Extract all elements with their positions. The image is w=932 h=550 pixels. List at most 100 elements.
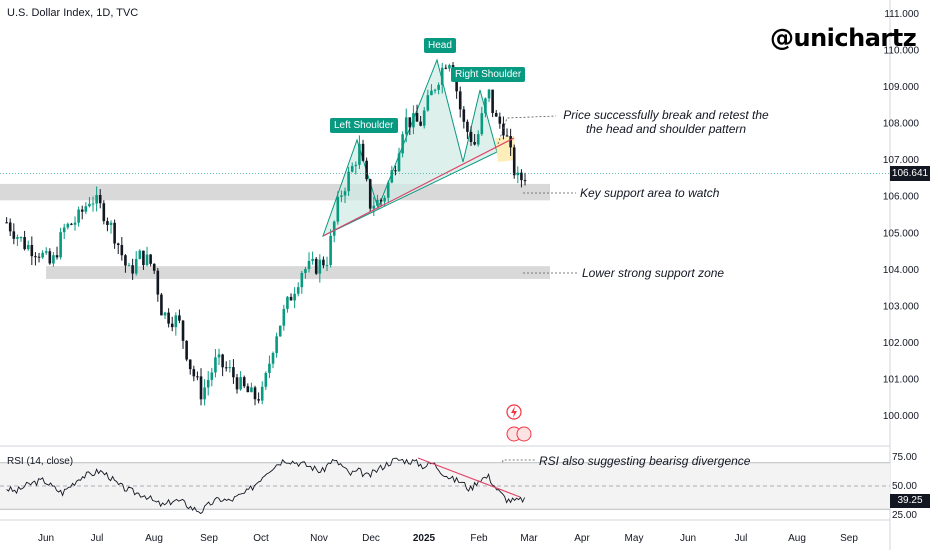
- candle-body[interactable]: [12, 231, 16, 239]
- candle-body[interactable]: [26, 244, 30, 250]
- candle-body[interactable]: [494, 112, 498, 117]
- candle-body[interactable]: [149, 254, 152, 264]
- candle-body[interactable]: [476, 134, 480, 145]
- candle-body[interactable]: [512, 147, 516, 176]
- candle-body[interactable]: [368, 179, 372, 209]
- candle-body[interactable]: [466, 121, 469, 132]
- candle-body[interactable]: [185, 340, 188, 360]
- candle-body[interactable]: [188, 359, 192, 370]
- neckline-trendline[interactable]: [322, 137, 515, 237]
- candle-body[interactable]: [419, 121, 422, 126]
- rsi-line[interactable]: [6, 457, 526, 515]
- candle-body[interactable]: [408, 117, 412, 128]
- candle-body[interactable]: [304, 269, 307, 273]
- candle-body[interactable]: [19, 237, 23, 239]
- candle-body[interactable]: [210, 372, 214, 380]
- event-icons[interactable]: [506, 404, 532, 442]
- candle-body[interactable]: [268, 363, 271, 373]
- candle-body[interactable]: [383, 197, 386, 202]
- candle-body[interactable]: [163, 312, 167, 316]
- candle-body[interactable]: [214, 357, 217, 373]
- candle-body[interactable]: [498, 116, 502, 124]
- candle-body[interactable]: [145, 254, 149, 266]
- candle-body[interactable]: [196, 376, 199, 378]
- candle-body[interactable]: [66, 223, 70, 228]
- candle-body[interactable]: [239, 377, 242, 390]
- candle-body[interactable]: [30, 244, 34, 257]
- candle-body[interactable]: [401, 134, 404, 154]
- candle-body[interactable]: [8, 222, 12, 232]
- candle-body[interactable]: [167, 312, 170, 324]
- candle-body[interactable]: [390, 170, 394, 183]
- candle-body[interactable]: [487, 89, 491, 99]
- candle-body[interactable]: [224, 367, 228, 369]
- candle-body[interactable]: [70, 223, 73, 225]
- candle-body[interactable]: [199, 376, 203, 400]
- candle-body[interactable]: [253, 387, 257, 400]
- candle-body[interactable]: [365, 160, 368, 180]
- candle-body[interactable]: [484, 98, 487, 114]
- candle-body[interactable]: [242, 377, 246, 387]
- candle-body[interactable]: [48, 251, 52, 264]
- candle-body[interactable]: [491, 89, 494, 113]
- candle-body[interactable]: [430, 90, 433, 96]
- candle-body[interactable]: [329, 235, 332, 266]
- candle-body[interactable]: [462, 109, 466, 122]
- candle-body[interactable]: [336, 196, 340, 222]
- candle-body[interactable]: [271, 352, 275, 364]
- candle-body[interactable]: [98, 194, 102, 204]
- candle-body[interactable]: [509, 136, 512, 148]
- candle-body[interactable]: [138, 250, 142, 260]
- candle-body[interactable]: [516, 172, 520, 176]
- candle-body[interactable]: [127, 265, 131, 267]
- candle-body[interactable]: [275, 336, 278, 353]
- candle-body[interactable]: [260, 386, 264, 401]
- candle-body[interactable]: [376, 199, 379, 206]
- candle-body[interactable]: [314, 258, 318, 274]
- candle-body[interactable]: [116, 243, 120, 246]
- candle-body[interactable]: [95, 194, 98, 204]
- candle-body[interactable]: [278, 325, 282, 337]
- candle-body[interactable]: [55, 255, 59, 258]
- candle-body[interactable]: [106, 221, 109, 225]
- candle-body[interactable]: [455, 77, 458, 92]
- candle-body[interactable]: [34, 256, 37, 258]
- candle-body[interactable]: [332, 221, 336, 236]
- candle-body[interactable]: [152, 263, 156, 271]
- candle-body[interactable]: [350, 165, 354, 172]
- candle-body[interactable]: [426, 95, 430, 111]
- candle-body[interactable]: [170, 323, 174, 328]
- candle-body[interactable]: [250, 387, 253, 393]
- candle-body[interactable]: [343, 191, 347, 196]
- candle-body[interactable]: [109, 222, 113, 225]
- candle-body[interactable]: [415, 113, 419, 122]
- candle-body[interactable]: [458, 91, 462, 110]
- candle-body[interactable]: [440, 67, 444, 85]
- candle-body[interactable]: [178, 315, 181, 321]
- candle-body[interactable]: [379, 199, 383, 202]
- candle-body[interactable]: [142, 250, 145, 266]
- candle-body[interactable]: [505, 135, 509, 137]
- candle-body[interactable]: [41, 252, 44, 258]
- candle-body[interactable]: [293, 293, 296, 301]
- candle-body[interactable]: [16, 237, 19, 239]
- candle-body[interactable]: [156, 270, 160, 295]
- candle-body[interactable]: [160, 294, 163, 316]
- candle-body[interactable]: [307, 260, 311, 270]
- candle-body[interactable]: [322, 259, 325, 266]
- candle-body[interactable]: [469, 131, 473, 142]
- candle-body[interactable]: [397, 153, 401, 172]
- candle-body[interactable]: [203, 387, 206, 400]
- candle-body[interactable]: [206, 379, 210, 388]
- candle-body[interactable]: [62, 227, 66, 233]
- candle-body[interactable]: [228, 367, 232, 369]
- candle-body[interactable]: [394, 170, 397, 172]
- candle-body[interactable]: [520, 172, 523, 181]
- candle-body[interactable]: [120, 245, 124, 256]
- candle-body[interactable]: [217, 354, 221, 358]
- candle-body[interactable]: [437, 84, 440, 90]
- candle-body[interactable]: [84, 206, 88, 212]
- candle-body[interactable]: [113, 222, 116, 244]
- candle-body[interactable]: [480, 113, 484, 135]
